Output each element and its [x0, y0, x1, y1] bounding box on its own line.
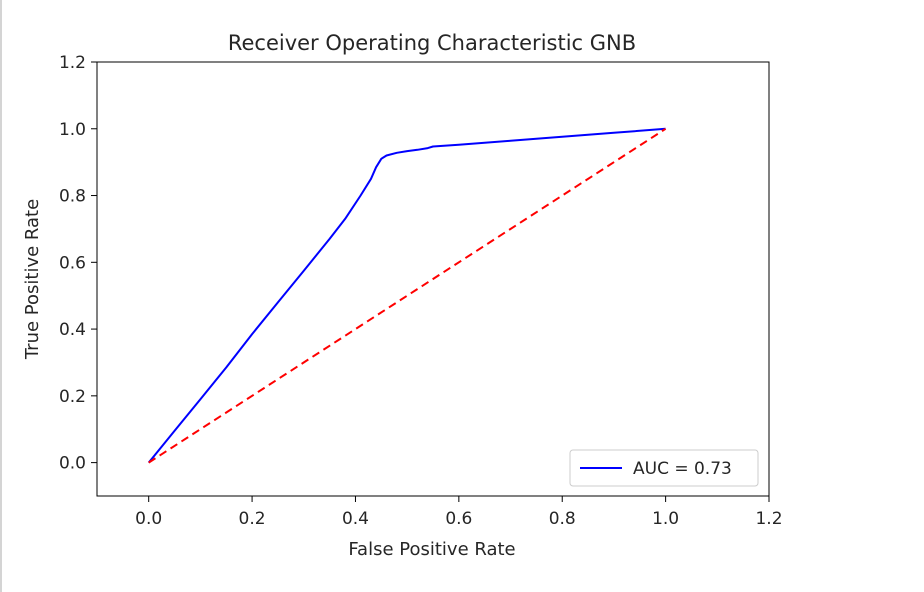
- x-tick-label: 0.6: [445, 509, 472, 529]
- legend-label-auc: AUC = 0.73: [633, 459, 732, 479]
- y-tick-label: 0.8: [59, 187, 86, 207]
- y-axis-title: True Positive Rate: [22, 199, 43, 360]
- roc-curve-line: [147, 127, 666, 464]
- y-tick-label: 0.4: [59, 320, 86, 340]
- x-tick-label: 0.4: [342, 509, 369, 529]
- y-tick-label: 0.2: [59, 387, 86, 407]
- x-tick-label: 0.2: [239, 509, 266, 529]
- y-tick-label: 1.2: [59, 53, 86, 73]
- chance-diagonal-line: [148, 127, 667, 464]
- y-axis: 0.0 0.2 0.4 0.6 0.8 1.0 1.2: [59, 53, 97, 474]
- plot-area: [147, 127, 667, 464]
- y-tick-label: 0.6: [59, 253, 86, 273]
- chart-title: Receiver Operating Characteristic GNB: [228, 31, 636, 55]
- x-tick-label: 0.8: [549, 509, 576, 529]
- legend: AUC = 0.73: [569, 449, 759, 487]
- x-tick-label: 0.0: [135, 509, 162, 529]
- y-tick-label: 0.0: [59, 454, 86, 474]
- legend-box: [569, 449, 759, 487]
- x-axis: 0.0 0.2 0.4 0.6 0.8 1.0 1.2: [135, 496, 783, 529]
- x-tick-label: 1.2: [755, 509, 782, 529]
- axes-frame: [96, 61, 770, 497]
- x-axis-title: False Positive Rate: [348, 539, 515, 560]
- x-tick-label: 1.0: [652, 509, 679, 529]
- y-tick-label: 1.0: [59, 120, 86, 140]
